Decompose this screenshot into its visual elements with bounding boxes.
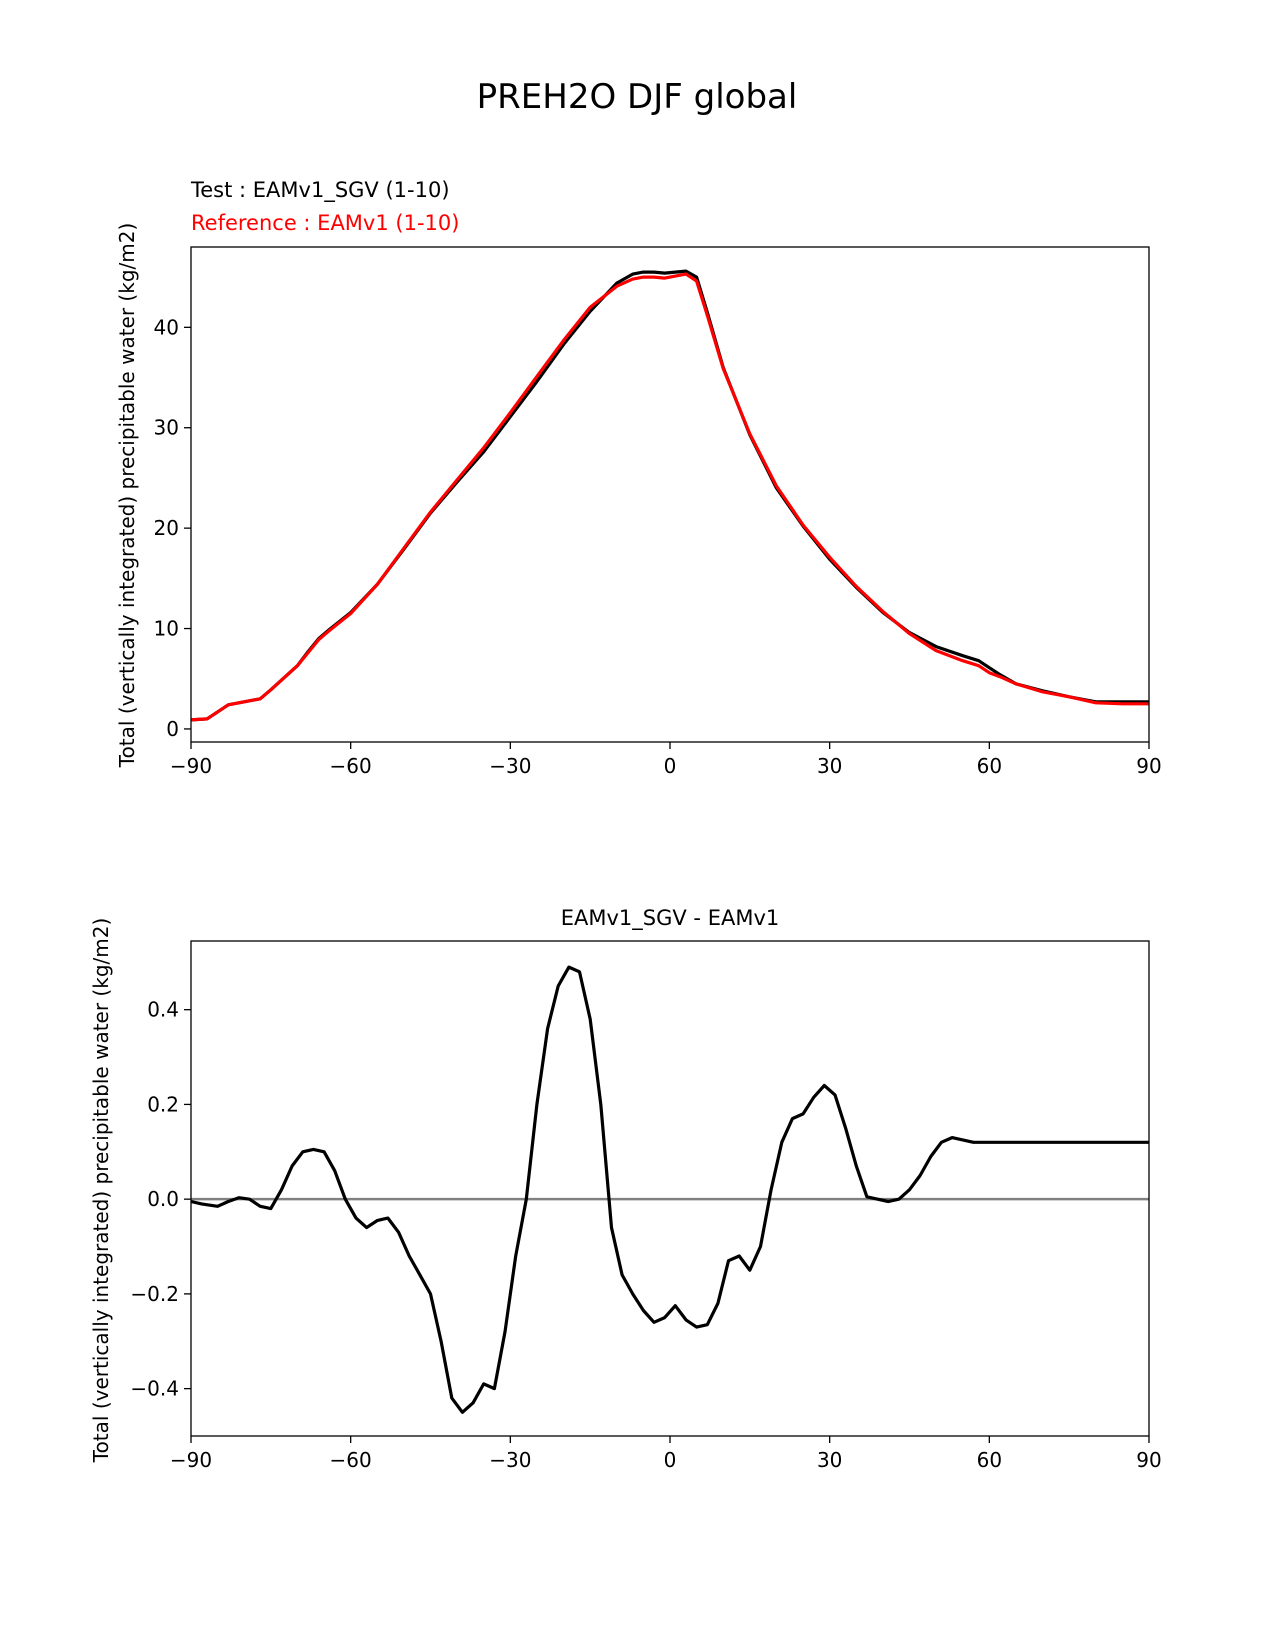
bottom-x-tick-label: 90: [1136, 1448, 1161, 1472]
difference-line-chart: EAMv1_SGV - EAMv1 Total (vertically inte…: [89, 906, 1162, 1472]
top-y-tick-label: 20: [154, 516, 179, 540]
test-label: Test : EAMv1_SGV (1-10): [190, 178, 450, 203]
bottom-x-tick-label: −90: [170, 1448, 212, 1472]
top-x-tick-label: −60: [330, 754, 372, 778]
bottom-y-tick-label: 0.4: [147, 998, 179, 1022]
bottom-x-tick-label: 30: [817, 1448, 842, 1472]
top-y-tick-label: 10: [154, 617, 179, 641]
figure-title: PREH2O DJF global: [477, 77, 798, 117]
bottom-y-tick-label: 0.2: [147, 1092, 179, 1116]
top-x-tick-label: −90: [170, 754, 212, 778]
top-x-tick-label: 90: [1136, 754, 1161, 778]
top-y-axis-label: Total (vertically integrated) precipitab…: [115, 223, 139, 769]
top-line-chart: Test : EAMv1_SGV (1-10) Reference : EAMv…: [115, 178, 1162, 778]
bottom-y-axis-label: Total (vertically integrated) precipitab…: [89, 918, 113, 1464]
bottom-y-tick-label: −0.4: [130, 1377, 179, 1401]
top-y-tick-label: 40: [154, 315, 179, 339]
top-x-tick-label: 60: [977, 754, 1002, 778]
bottom-x-tick-label: −30: [489, 1448, 531, 1472]
top-y-tick-label: 0: [166, 717, 179, 741]
difference-chart-title: EAMv1_SGV - EAMv1: [561, 906, 779, 931]
top-x-tick-label: 0: [664, 754, 677, 778]
top-x-tick-label: 30: [817, 754, 842, 778]
bottom-series-difference-line: [190, 965, 1149, 1414]
bottom-x-tick-label: 0: [664, 1448, 677, 1472]
bottom-x-tick-label: −60: [330, 1448, 372, 1472]
bottom-y-tick-label: −0.2: [130, 1282, 179, 1306]
top-x-tick-label: −30: [489, 754, 531, 778]
bottom-x-tick-label: 60: [977, 1448, 1002, 1472]
top-y-tick-label: 30: [154, 416, 179, 440]
top-series-reference-line: [190, 272, 1149, 722]
bottom-y-tick-label: 0.0: [147, 1187, 179, 1211]
reference-label: Reference : EAMv1 (1-10): [191, 211, 459, 235]
